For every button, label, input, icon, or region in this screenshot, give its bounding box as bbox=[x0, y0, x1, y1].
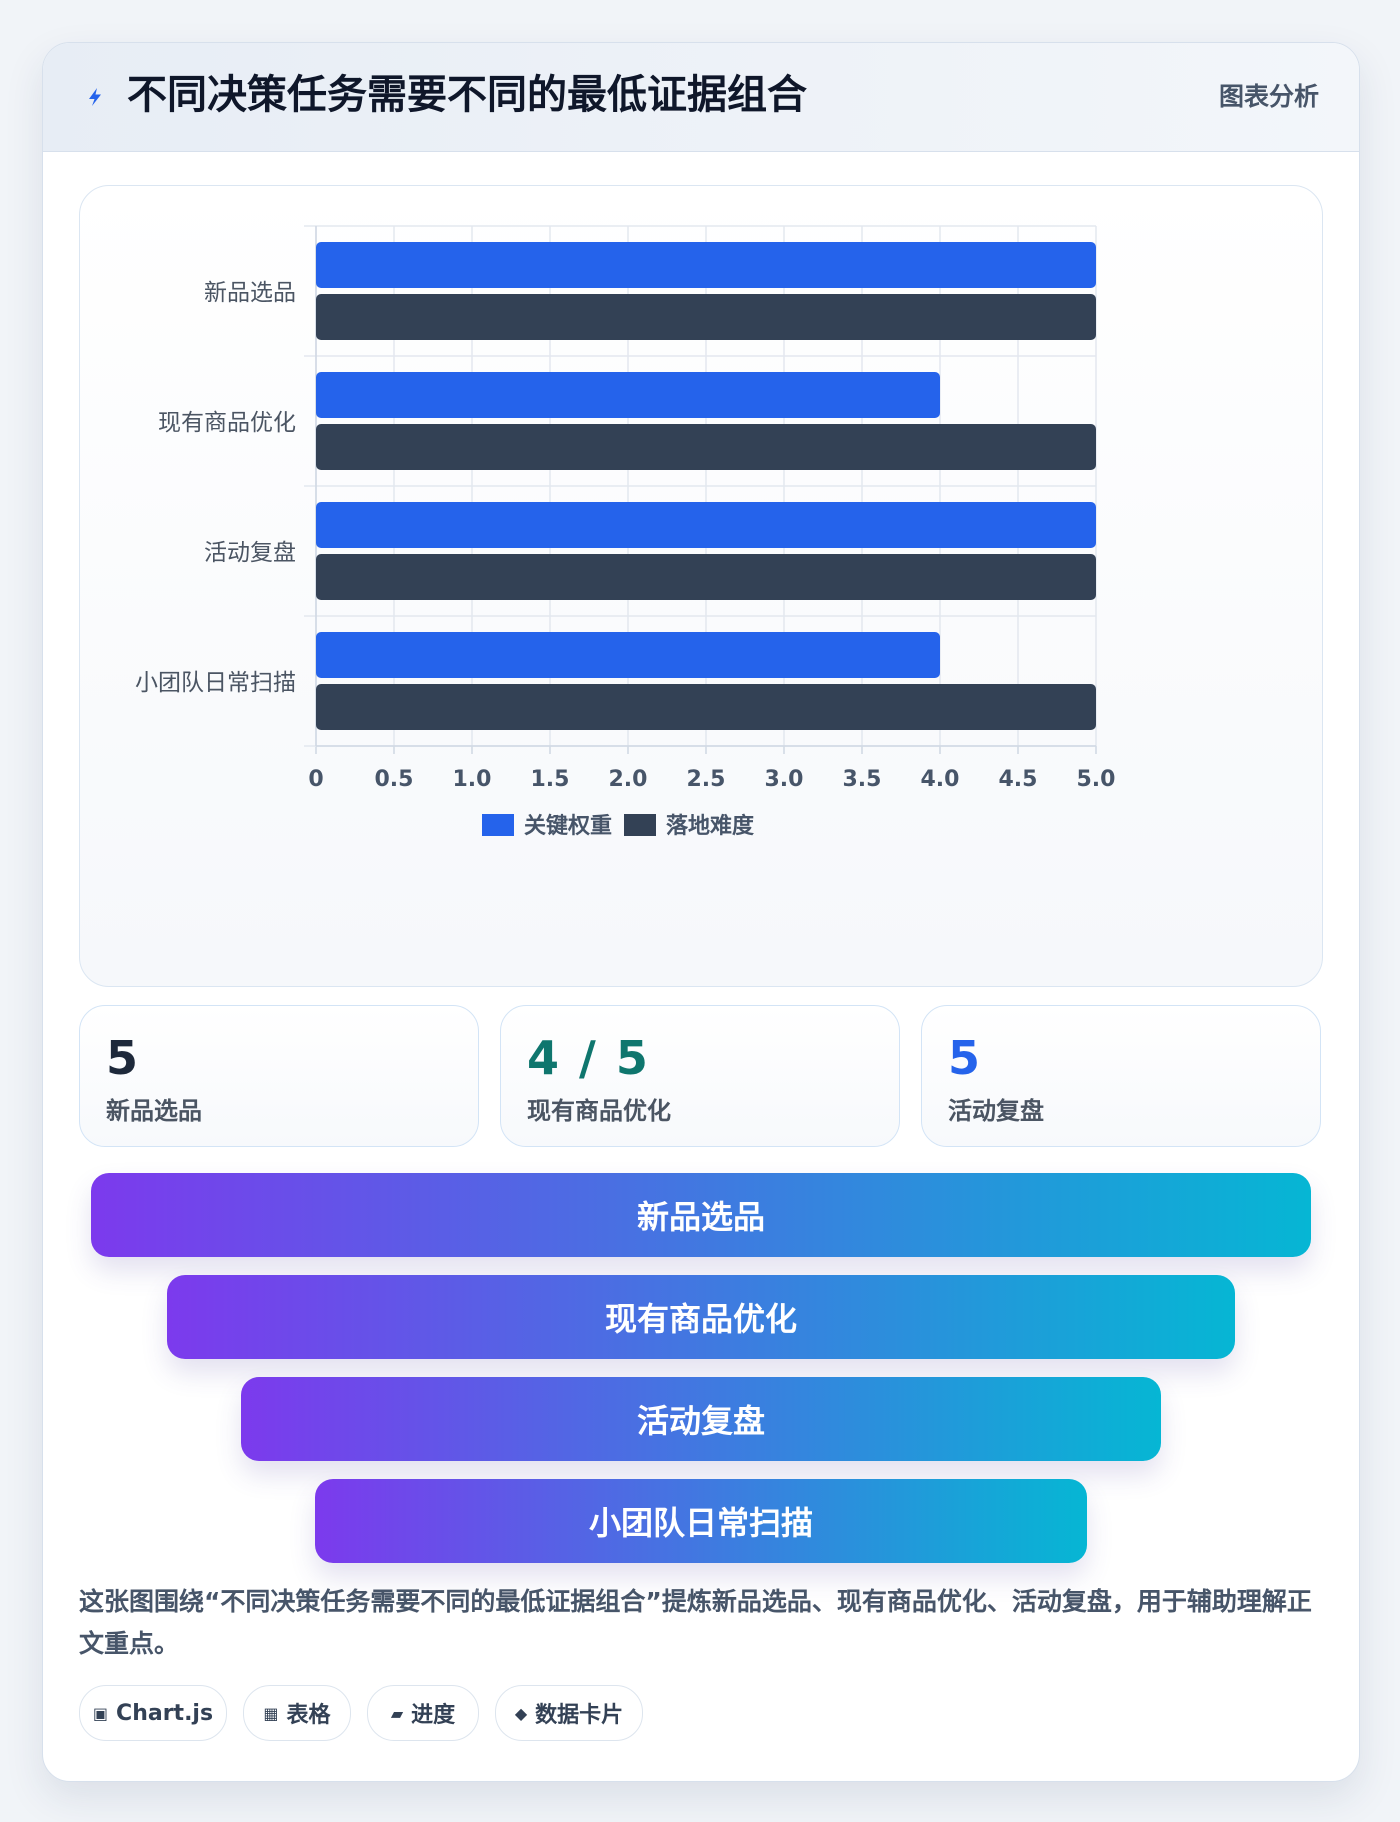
bar bbox=[316, 242, 1096, 288]
funnel-step: 新品选品 bbox=[91, 1173, 1311, 1257]
card-header: 不同决策任务需要不同的最低证据组合 图表分析 bbox=[43, 43, 1359, 152]
chip-label: 数据卡片 bbox=[535, 1703, 624, 1728]
chart-square-icon: ▣ bbox=[92, 1703, 109, 1723]
bar bbox=[316, 424, 1096, 470]
legend-swatch bbox=[482, 814, 514, 836]
funnel-step: 现有商品优化 bbox=[167, 1275, 1235, 1359]
stat-value: 5 bbox=[948, 1031, 983, 1085]
y-tick-label: 活动复盘 bbox=[204, 540, 296, 566]
stat-label: 现有商品优化 bbox=[527, 1097, 671, 1125]
progress-icon: ▰ bbox=[390, 1703, 404, 1723]
bar bbox=[316, 372, 940, 418]
bar bbox=[316, 502, 1096, 548]
y-tick-label: 现有商品优化 bbox=[158, 410, 296, 436]
chart-panel: 0 0.5 1.0 1.5 2.0 2.5 3.0 3.5 4.0 4.5 5.0 新品选品现有商品优… bbox=[79, 185, 1323, 987]
bar bbox=[316, 294, 1096, 340]
bar bbox=[316, 554, 1096, 600]
stat-label: 新品选品 bbox=[106, 1097, 202, 1125]
stat-value: 5 bbox=[106, 1031, 141, 1085]
bar-chart: 0 0.5 1.0 1.5 2.0 2.5 3.0 3.5 4.0 4.5 5.0 新品选品现有商品优… bbox=[135, 225, 1116, 839]
chip-label: 表格 bbox=[286, 1703, 331, 1728]
x-tick-label: 1.0 bbox=[453, 767, 492, 792]
bar bbox=[316, 684, 1096, 730]
legend-swatch bbox=[624, 814, 656, 836]
chip-data-card[interactable]: ◆ 数据卡片 bbox=[495, 1685, 643, 1741]
bar bbox=[316, 632, 940, 678]
stat-cards: 5 新品选品 4 / 5 现有商品优化 5 活动复盘 bbox=[79, 1005, 1321, 1147]
stat-label: 活动复盘 bbox=[948, 1097, 1044, 1125]
x-tick-label: 4.5 bbox=[999, 767, 1038, 792]
funnel-step: 小团队日常扫描 bbox=[315, 1479, 1087, 1563]
x-tick-label: 2.0 bbox=[609, 767, 648, 792]
legend-label: 关键权重 bbox=[524, 813, 612, 839]
x-tick-label: 2.5 bbox=[687, 767, 726, 792]
page-title: 不同决策任务需要不同的最低证据组合 bbox=[127, 72, 807, 118]
funnel-step: 活动复盘 bbox=[241, 1377, 1161, 1461]
chip-chartjs[interactable]: ▣ Chart.js bbox=[79, 1685, 227, 1741]
chart-caption: 这张图围绕“不同决策任务需要不同的最低证据组合”提炼新品选品、现有商品优化、活动… bbox=[79, 1587, 1312, 1658]
x-tick-label: 4.0 bbox=[921, 767, 960, 792]
chart-analysis-tag: 图表分析 bbox=[1218, 82, 1319, 111]
y-tick-label: 小团队日常扫描 bbox=[135, 670, 296, 696]
stat-card: 4 / 5 现有商品优化 bbox=[500, 1005, 900, 1147]
x-tick-label: 1.5 bbox=[531, 767, 570, 792]
legend-label: 落地难度 bbox=[666, 813, 755, 839]
x-tick-label: 3.0 bbox=[765, 767, 804, 792]
x-tick-label: 3.5 bbox=[843, 767, 882, 792]
chip-label: Chart.js bbox=[116, 1700, 214, 1726]
chip-progress[interactable]: ▰ 进度 bbox=[367, 1685, 479, 1741]
y-tick-label: 新品选品 bbox=[204, 280, 296, 306]
lightning-icon bbox=[89, 88, 101, 106]
table-icon: ▦ bbox=[263, 1703, 279, 1723]
chip-table[interactable]: ▦ 表格 bbox=[243, 1685, 351, 1741]
x-tick-label: 0 bbox=[308, 767, 323, 792]
stat-card: 5 新品选品 bbox=[79, 1005, 479, 1147]
chart-card: 不同决策任务需要不同的最低证据组合 图表分析 0 0.5 1.0 1.5 2.0 2.5 3… bbox=[42, 42, 1360, 1782]
diamond-icon: ◆ bbox=[514, 1703, 528, 1723]
chip-label: 进度 bbox=[411, 1703, 456, 1728]
stat-value: 4 / 5 bbox=[527, 1031, 650, 1085]
stat-card: 5 活动复盘 bbox=[921, 1005, 1321, 1147]
x-tick-label: 0.5 bbox=[375, 767, 414, 792]
x-tick-label: 5.0 bbox=[1077, 767, 1116, 792]
